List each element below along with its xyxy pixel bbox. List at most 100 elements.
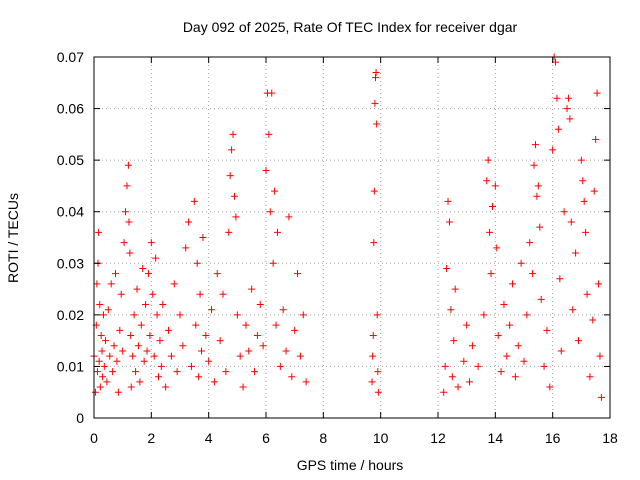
- data-point: [597, 393, 605, 401]
- data-point: [514, 342, 522, 350]
- data-point: [120, 239, 128, 247]
- data-point: [480, 311, 488, 319]
- data-point: [216, 337, 224, 345]
- data-point: [196, 290, 204, 298]
- data-point: [566, 115, 574, 123]
- data-point: [506, 321, 514, 329]
- data-point: [150, 352, 158, 360]
- data-point: [153, 311, 161, 319]
- data-point: [110, 342, 118, 350]
- data-point: [549, 146, 557, 154]
- data-point: [440, 388, 448, 396]
- grid-lines: [94, 57, 610, 418]
- data-point: [372, 68, 380, 76]
- data-point: [93, 280, 101, 288]
- data-point: [134, 342, 142, 350]
- data-point: [199, 234, 207, 241]
- data-point: [91, 388, 99, 396]
- data-point: [144, 270, 152, 278]
- y-tick-label: 0.01: [57, 358, 84, 374]
- data-point: [114, 388, 122, 396]
- data-point: [116, 326, 124, 334]
- data-point: [276, 362, 284, 370]
- data-point: [256, 301, 264, 309]
- data-point: [228, 146, 236, 154]
- data-point: [269, 259, 277, 267]
- data-point: [569, 306, 577, 314]
- data-point: [210, 378, 218, 386]
- y-tick-label: 0.06: [57, 101, 84, 117]
- data-point: [112, 270, 119, 278]
- data-point: [262, 166, 270, 174]
- data-point: [590, 187, 598, 195]
- data-point: [245, 347, 253, 355]
- data-points: [90, 53, 605, 401]
- data-point: [370, 187, 378, 195]
- data-point: [127, 383, 135, 391]
- data-point: [371, 99, 379, 107]
- data-point: [460, 357, 468, 365]
- data-point: [125, 218, 133, 226]
- y-tick-label: 0: [76, 410, 84, 426]
- data-point: [553, 94, 561, 102]
- data-point: [285, 213, 293, 221]
- data-point: [253, 331, 261, 339]
- data-point: [583, 290, 591, 298]
- data-point: [219, 290, 227, 298]
- data-point: [447, 306, 455, 314]
- data-point: [595, 280, 603, 288]
- data-point: [193, 259, 201, 267]
- data-point: [374, 388, 382, 396]
- data-point: [484, 156, 492, 164]
- data-point: [268, 89, 276, 97]
- data-point: [445, 218, 453, 226]
- data-point: [520, 357, 528, 365]
- data-point: [107, 280, 115, 288]
- data-point: [291, 326, 299, 334]
- data-point: [230, 192, 238, 200]
- data-point: [474, 362, 482, 370]
- data-point: [554, 125, 562, 133]
- data-point: [119, 347, 127, 355]
- y-axis-label: ROTI / TECUs: [5, 193, 21, 283]
- data-point: [97, 331, 105, 339]
- data-point: [124, 161, 132, 169]
- data-point: [127, 331, 135, 339]
- x-tick-label: 6: [262, 430, 270, 446]
- data-point: [233, 311, 241, 319]
- data-point: [589, 316, 597, 324]
- data-point: [494, 331, 502, 339]
- data-point: [213, 270, 221, 278]
- data-point: [179, 342, 187, 350]
- data-point: [373, 311, 381, 319]
- data-point: [265, 130, 273, 138]
- data-point: [509, 280, 517, 288]
- data-point: [451, 285, 459, 293]
- data-point: [450, 337, 458, 345]
- data-point: [302, 378, 310, 386]
- x-tick-label: 8: [319, 430, 327, 446]
- data-point: [187, 362, 195, 370]
- x-tick-label: 18: [602, 430, 618, 446]
- data-point: [140, 357, 148, 365]
- data-point: [248, 285, 256, 293]
- data-point: [146, 331, 154, 339]
- data-point: [503, 352, 511, 360]
- data-point: [373, 120, 381, 128]
- data-point: [190, 197, 198, 205]
- data-point: [577, 156, 585, 164]
- data-point: [122, 208, 130, 216]
- data-point: [96, 383, 104, 391]
- data-point: [497, 368, 505, 376]
- data-point: [579, 177, 587, 185]
- data-point: [486, 228, 494, 236]
- data-point: [523, 311, 531, 319]
- data-point: [185, 218, 193, 226]
- data-point: [192, 321, 200, 329]
- data-point: [556, 275, 564, 283]
- data-point: [236, 352, 244, 360]
- data-point: [443, 264, 451, 272]
- data-point: [369, 352, 377, 360]
- data-point: [574, 337, 582, 345]
